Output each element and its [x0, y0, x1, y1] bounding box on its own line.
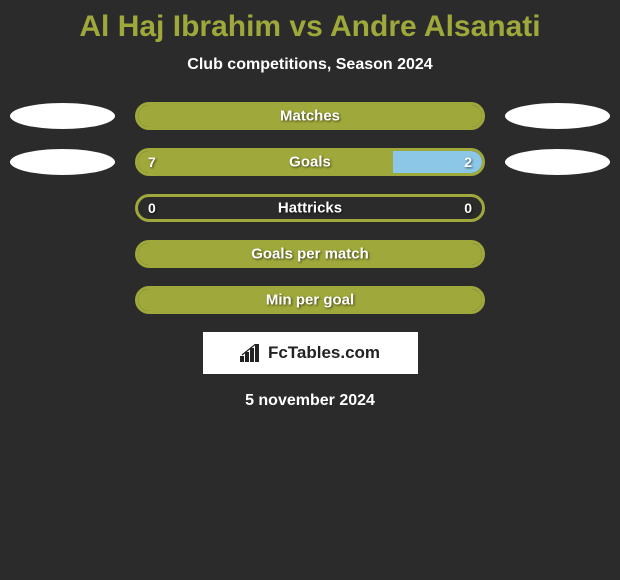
- stat-label: Goals per match: [251, 246, 369, 263]
- stat-bar: Min per goal: [135, 286, 485, 314]
- bar-fill-left: [138, 151, 393, 173]
- stat-value-left: 7: [148, 154, 156, 170]
- date-label: 5 november 2024: [0, 392, 620, 410]
- stat-row: 0 Hattricks 0: [0, 194, 620, 222]
- player-left-photo: [10, 149, 115, 175]
- stat-row: Goals per match: [0, 240, 620, 268]
- player-right-photo: [505, 103, 610, 129]
- stat-row: 7 Goals 2: [0, 148, 620, 176]
- stat-value-right: 2: [464, 154, 472, 170]
- stat-row: Min per goal: [0, 286, 620, 314]
- stat-label: Hattricks: [278, 200, 342, 217]
- stat-bar: Matches: [135, 102, 485, 130]
- stat-row: Matches: [0, 102, 620, 130]
- stat-bar: 0 Hattricks 0: [135, 194, 485, 222]
- chart-icon: [240, 344, 262, 362]
- stat-value-right: 0: [464, 200, 472, 216]
- comparison-infographic: Al Haj Ibrahim vs Andre Alsanati Club co…: [0, 0, 620, 410]
- subtitle: Club competitions, Season 2024: [0, 56, 620, 74]
- stat-value-left: 0: [148, 200, 156, 216]
- logo-text: FcTables.com: [268, 343, 380, 363]
- stats-container: Matches 7 Goals 2 0 Hattricks 0 Goals per match…: [0, 102, 620, 314]
- stat-label: Matches: [280, 108, 340, 125]
- page-title: Al Haj Ibrahim vs Andre Alsanati: [0, 10, 620, 44]
- player-right-photo: [505, 149, 610, 175]
- logo-box: FcTables.com: [203, 332, 418, 374]
- stat-label: Goals: [289, 154, 331, 171]
- player-left-photo: [10, 103, 115, 129]
- stat-bar: 7 Goals 2: [135, 148, 485, 176]
- stat-bar: Goals per match: [135, 240, 485, 268]
- stat-label: Min per goal: [266, 292, 354, 309]
